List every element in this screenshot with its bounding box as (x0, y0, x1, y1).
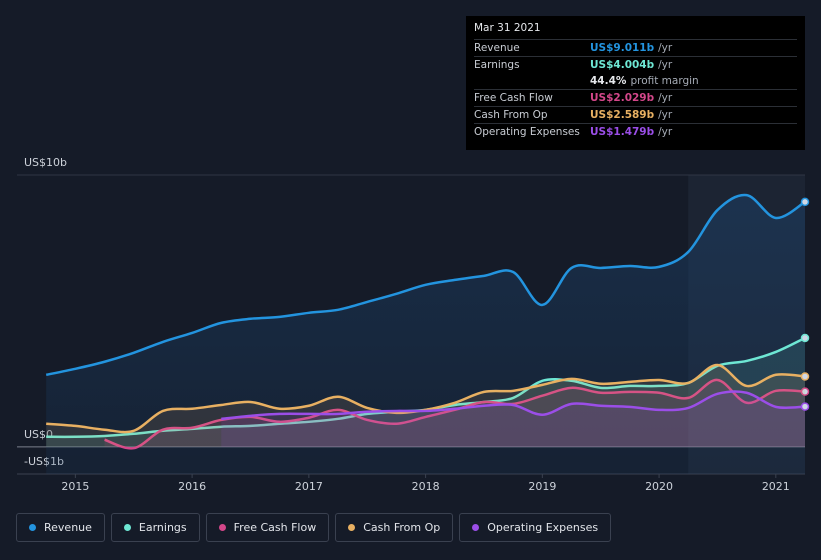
tooltip-label: Free Cash Flow (474, 92, 553, 104)
end-point (800, 197, 810, 207)
tooltip-value: US$1.479b (590, 126, 655, 138)
legend-label: Operating Expenses (487, 521, 599, 534)
series-line (221, 390, 806, 421)
tooltip-unit: /yr (658, 92, 673, 104)
tooltip-value: US$2.589b (590, 109, 655, 121)
series-area (46, 194, 806, 474)
end-point (800, 402, 810, 411)
tooltip-unit: /yr (658, 59, 673, 71)
tooltip-value: US$2.029b (590, 92, 655, 104)
series-area (46, 364, 806, 447)
legend-dot (218, 524, 226, 531)
series-area (221, 391, 806, 447)
x-tick-label: 2020 (645, 480, 673, 493)
x-tick-label: 2016 (178, 480, 206, 493)
tooltip-unit: /yr (658, 42, 673, 54)
x-tick-label: 2021 (762, 480, 790, 493)
series-area (104, 379, 806, 449)
x-tick-label: 2019 (528, 480, 556, 493)
legend-item[interactable]: Revenue (16, 513, 105, 542)
tooltip-label: Operating Expenses (474, 126, 580, 138)
legend-item[interactable]: Operating Expenses (459, 513, 612, 542)
tooltip-rows: Revenue US$9.011b/yr Earnings US$4.004b/yr 4… (474, 39, 797, 140)
tooltip-value: US$9.011b (590, 42, 655, 54)
legend-dot (29, 524, 36, 531)
tooltip-value: US$4.004b (590, 59, 655, 71)
y-tick-label: US$0 (24, 428, 53, 441)
x-tick-label: 2017 (295, 480, 323, 493)
series-area (46, 337, 806, 447)
x-tick-label: 2015 (61, 480, 89, 493)
legend-dot (348, 524, 356, 531)
tooltip-unit: /yr (658, 109, 673, 121)
legend-dot (472, 524, 480, 531)
end-point (800, 333, 810, 343)
tooltip-title: Mar 31 2021 (474, 22, 541, 34)
end-point (800, 372, 810, 381)
tooltip-row: Earnings US$4.004b/yr (474, 56, 797, 73)
tooltip-row: Cash From Op US$2.589b/yr (474, 106, 797, 123)
tooltip-label: Revenue (474, 42, 520, 54)
x-tick-label: 2018 (412, 480, 440, 493)
tooltip-row: Operating Expenses US$1.479b/yr (474, 123, 797, 140)
tooltip-row: Revenue US$9.011b/yr (474, 39, 797, 56)
tooltip-row: Free Cash Flow US$2.029b/yr (474, 89, 797, 106)
legend-label: Free Cash Flow (233, 521, 317, 534)
tooltip-label: Cash From Op (474, 109, 548, 121)
series-line (45, 193, 806, 377)
y-tick-label: US$10b (24, 156, 67, 169)
margin-value: 44.4% (590, 75, 627, 87)
margin-label: profit margin (630, 75, 699, 87)
legend: Revenue Earnings Free Cash Flow Cash From O… (16, 513, 612, 542)
legend-item[interactable]: Cash From Op (335, 513, 454, 542)
legend-dot (123, 524, 131, 531)
end-point (800, 387, 810, 396)
tooltip-label: Earnings (474, 59, 520, 71)
tooltip: Mar 31 2021 Revenue US$9.011b/yr Earnings U… (466, 16, 805, 150)
legend-item[interactable]: Earnings (110, 513, 200, 542)
tooltip-row: 44.4% profit margin (474, 73, 797, 89)
legend-label: Revenue (44, 521, 92, 534)
legend-item[interactable]: Free Cash Flow (205, 513, 330, 542)
tooltip-unit: /yr (658, 126, 673, 138)
legend-label: Cash From Op (363, 521, 441, 534)
legend-label: Earnings (138, 521, 187, 534)
